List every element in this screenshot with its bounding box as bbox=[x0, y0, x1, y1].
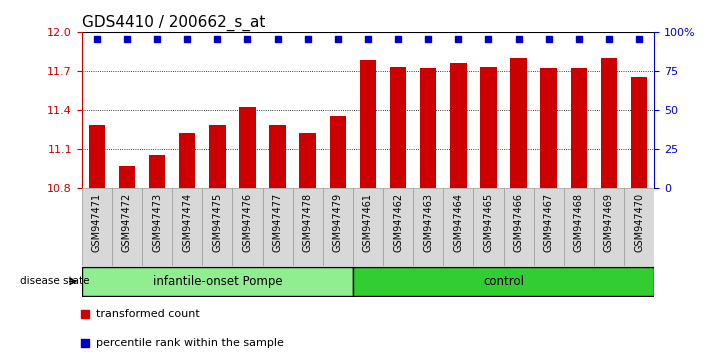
Bar bbox=[510, 58, 527, 188]
FancyBboxPatch shape bbox=[353, 267, 654, 296]
FancyBboxPatch shape bbox=[142, 188, 172, 266]
Text: disease state: disease state bbox=[21, 276, 90, 286]
Text: GSM947461: GSM947461 bbox=[363, 193, 373, 252]
FancyBboxPatch shape bbox=[383, 188, 413, 266]
FancyBboxPatch shape bbox=[474, 188, 503, 266]
Text: GSM947477: GSM947477 bbox=[272, 193, 282, 252]
FancyBboxPatch shape bbox=[443, 188, 474, 266]
Text: percentile rank within the sample: percentile rank within the sample bbox=[95, 338, 284, 348]
FancyBboxPatch shape bbox=[594, 188, 624, 266]
Text: GSM947474: GSM947474 bbox=[182, 193, 192, 252]
Bar bbox=[329, 116, 346, 188]
Text: GSM947466: GSM947466 bbox=[513, 193, 523, 252]
Text: GSM947462: GSM947462 bbox=[393, 193, 403, 252]
FancyBboxPatch shape bbox=[82, 267, 353, 296]
FancyBboxPatch shape bbox=[564, 188, 594, 266]
Bar bbox=[269, 125, 286, 188]
Bar bbox=[631, 77, 647, 188]
FancyBboxPatch shape bbox=[624, 188, 654, 266]
Bar bbox=[390, 67, 407, 188]
Bar bbox=[89, 125, 105, 188]
Bar bbox=[119, 166, 135, 188]
FancyBboxPatch shape bbox=[232, 188, 262, 266]
Text: GSM947470: GSM947470 bbox=[634, 193, 644, 252]
Bar bbox=[480, 67, 497, 188]
FancyBboxPatch shape bbox=[323, 188, 353, 266]
Text: GSM947478: GSM947478 bbox=[303, 193, 313, 252]
Text: control: control bbox=[483, 275, 524, 288]
Text: infantile-onset Pompe: infantile-onset Pompe bbox=[153, 275, 282, 288]
Text: GSM947472: GSM947472 bbox=[122, 193, 132, 252]
Text: GSM947469: GSM947469 bbox=[604, 193, 614, 252]
Text: GSM947464: GSM947464 bbox=[454, 193, 464, 252]
Bar bbox=[601, 58, 617, 188]
Text: GSM947479: GSM947479 bbox=[333, 193, 343, 252]
Text: GSM947475: GSM947475 bbox=[213, 193, 223, 252]
Text: GSM947467: GSM947467 bbox=[544, 193, 554, 252]
FancyBboxPatch shape bbox=[413, 188, 443, 266]
FancyBboxPatch shape bbox=[534, 188, 564, 266]
FancyBboxPatch shape bbox=[353, 188, 383, 266]
Text: GSM947468: GSM947468 bbox=[574, 193, 584, 252]
Text: GDS4410 / 200662_s_at: GDS4410 / 200662_s_at bbox=[82, 14, 265, 30]
Bar bbox=[540, 68, 557, 188]
Text: transformed count: transformed count bbox=[95, 309, 199, 319]
Bar bbox=[450, 63, 466, 188]
FancyBboxPatch shape bbox=[112, 188, 142, 266]
Bar bbox=[209, 125, 225, 188]
Bar bbox=[360, 61, 376, 188]
Text: GSM947463: GSM947463 bbox=[423, 193, 433, 252]
Text: GSM947465: GSM947465 bbox=[483, 193, 493, 252]
FancyBboxPatch shape bbox=[293, 188, 323, 266]
Bar bbox=[179, 133, 196, 188]
Bar bbox=[239, 107, 256, 188]
FancyBboxPatch shape bbox=[172, 188, 202, 266]
FancyBboxPatch shape bbox=[82, 188, 112, 266]
Text: GSM947476: GSM947476 bbox=[242, 193, 252, 252]
Bar bbox=[149, 155, 166, 188]
Bar bbox=[570, 68, 587, 188]
FancyBboxPatch shape bbox=[503, 188, 534, 266]
FancyBboxPatch shape bbox=[202, 188, 232, 266]
Text: GSM947473: GSM947473 bbox=[152, 193, 162, 252]
Bar bbox=[420, 68, 437, 188]
Bar bbox=[299, 133, 316, 188]
FancyBboxPatch shape bbox=[262, 188, 293, 266]
Text: GSM947471: GSM947471 bbox=[92, 193, 102, 252]
